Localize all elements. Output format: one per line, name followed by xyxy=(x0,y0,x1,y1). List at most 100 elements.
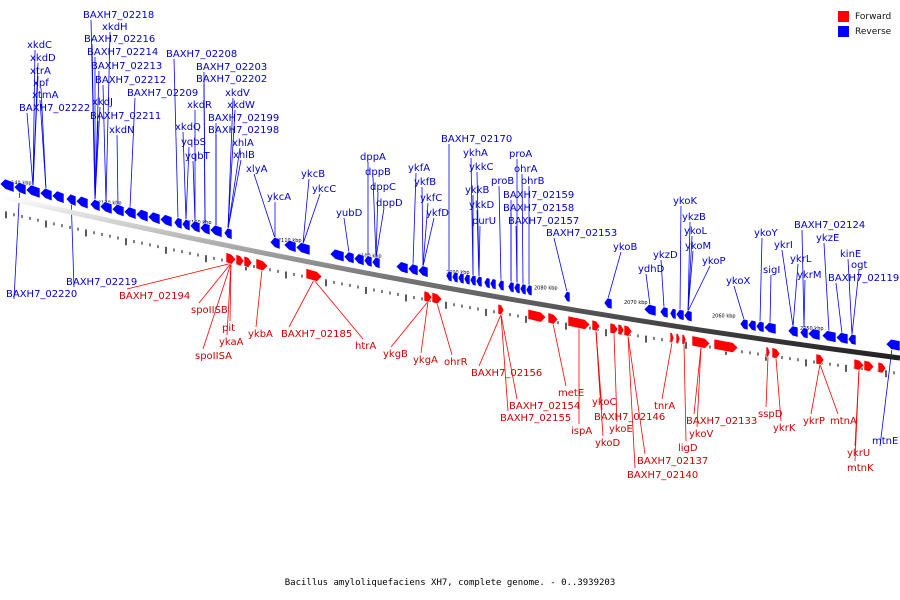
leader-line-ohrr xyxy=(436,303,453,356)
gene-label-baxh7-02199: BAXH7_02199 xyxy=(208,113,279,124)
gene-label-sigi: sigI xyxy=(763,265,780,276)
gene-label-ykfc: ykfC xyxy=(420,193,442,204)
gene-label-ykoc: ykoC xyxy=(592,397,616,408)
gene-label-xkdw: xkdW xyxy=(227,100,255,111)
leader-line-ykfb xyxy=(421,186,424,267)
leader-line-ykcc xyxy=(302,193,321,244)
reverse-gene-arrow xyxy=(181,218,191,232)
leader-line-ykom xyxy=(687,250,694,312)
leader-line-ykzb xyxy=(687,221,691,312)
reverse-gene-arrow xyxy=(75,195,89,210)
scale-label: 2070 kbp xyxy=(624,300,648,306)
forward-label: Forward xyxy=(855,11,892,22)
gene-label-ykrl: ykrL xyxy=(790,254,812,265)
forward-gene-arrow xyxy=(225,251,237,265)
gene-label-baxh7-02157: BAXH7_02157 xyxy=(508,216,579,227)
gene-label-dppa: dppA xyxy=(360,152,386,163)
forward-gene-arrow xyxy=(243,255,253,268)
reverse-gene-arrow xyxy=(513,282,521,295)
gene-label-baxh7-02158: BAXH7_02158 xyxy=(503,203,574,214)
gene-label-ykoy: ykoY xyxy=(754,228,778,239)
reverse-gene-arrow xyxy=(371,256,381,270)
gene-label-baxh7-02124: BAXH7_02124 xyxy=(794,220,865,231)
reverse-gene-arrow xyxy=(519,283,527,296)
forward-gene-arrow xyxy=(567,315,591,330)
gene-label-baxh7-02170: BAXH7_02170 xyxy=(441,134,512,145)
reverse-gene-arrow xyxy=(417,265,429,278)
gene-label-spoiisa: spoIISA xyxy=(195,351,232,362)
forward-gene-arrow xyxy=(255,258,269,272)
reverse-label: Reverse xyxy=(855,26,892,37)
gene-label-baxh7-02222: BAXH7_02222 xyxy=(19,103,90,114)
gene-label-xkdd: xkdD xyxy=(30,53,56,64)
leader-line-ykrl xyxy=(792,263,799,327)
gene-label-mtna: mtnA xyxy=(830,416,857,427)
leader-line-ykfd xyxy=(422,217,435,267)
gene-label-ykov: ykoV xyxy=(689,429,713,440)
leader-line-ogt xyxy=(851,269,860,335)
leader-line-puru xyxy=(478,225,481,277)
gene-label-sspd: sspD xyxy=(758,409,783,420)
reverse-leader-lines xyxy=(13,19,894,447)
leader-line-yubd xyxy=(343,217,350,253)
leader-line-xkdc xyxy=(32,49,36,187)
gene-label-xkdj: xkdJ xyxy=(92,97,113,108)
leader-line-xkdq xyxy=(182,131,187,221)
leader-line-xkdn xyxy=(116,134,119,206)
gene-label-xkdc: xkdC xyxy=(27,40,52,51)
reverse-gene-arrow xyxy=(407,263,419,277)
leader-line-baxh7-02157 xyxy=(515,225,518,284)
gene-label-ohrr: ohrR xyxy=(444,357,468,368)
leader-line-spoiisa xyxy=(202,263,232,350)
leader-line-ykoy xyxy=(759,237,763,322)
gene-label-baxh7-02185: BAXH7_02185 xyxy=(281,329,352,340)
leader-line-xkdw xyxy=(227,109,236,229)
forward-gene-arrow xyxy=(547,312,559,325)
gene-label-dppb: dppB xyxy=(365,167,391,178)
leader-line-tnra xyxy=(661,342,673,400)
gene-label-ykgb: ykgB xyxy=(383,349,408,360)
leader-line-ykri xyxy=(781,249,794,327)
leader-line-baxh7-02124 xyxy=(801,229,805,329)
reverse-gene-arrow xyxy=(123,206,137,220)
gene-label-baxh7-02156: BAXH7_02156 xyxy=(471,368,542,379)
gene-label-ykba: ykbA xyxy=(248,329,273,340)
leader-line-sigi xyxy=(769,274,772,324)
reverse-swatch xyxy=(838,26,849,37)
scale-label: 2060 kbp xyxy=(712,314,736,320)
leader-line-mtna xyxy=(819,364,839,415)
reverse-gene-arrow xyxy=(39,187,53,202)
forward-gene-arrow xyxy=(675,332,681,345)
gene-label-baxh7-02133: BAXH7_02133 xyxy=(686,416,757,427)
gene-label-baxh7-02119: BAXH7_02119 xyxy=(828,273,899,284)
gene-label-pit: pit xyxy=(222,323,235,334)
reverse-gene-arrow xyxy=(483,277,491,290)
reverse-gene-arrow xyxy=(659,306,669,319)
forward-gene-arrow xyxy=(431,291,443,305)
reverse-gene-arrow xyxy=(147,211,161,225)
leader-line-ykfa xyxy=(412,172,417,265)
leader-line-baxh7-02209 xyxy=(129,97,136,209)
reverse-gene-arrow xyxy=(353,253,365,267)
gene-label-baxh7-02213: BAXH7_02213 xyxy=(91,61,162,72)
scale-label: 2080 kbp xyxy=(534,285,558,291)
gene-label-ykzd: ykzD xyxy=(653,250,678,261)
leader-line-ykba xyxy=(255,269,263,328)
reverse-gene-arrow xyxy=(885,338,900,352)
gene-label-xhla: xhlA xyxy=(232,138,254,149)
leader-line-ykob xyxy=(607,251,622,299)
leader-line-baxh7-02185 xyxy=(288,279,315,328)
gene-label-xhlb: xhlB xyxy=(233,150,255,161)
gene-label-yubd: yubD xyxy=(336,208,363,219)
reverse-gene-arrow xyxy=(343,251,355,265)
reverse-gene-arrow xyxy=(395,261,409,275)
leader-line-xhla xyxy=(227,147,241,229)
forward-gene-features xyxy=(225,251,887,374)
gene-label-kine: kinE xyxy=(840,249,861,260)
forward-gene-arrow xyxy=(815,353,825,366)
legend-reverse: Reverse xyxy=(838,24,891,39)
leader-line-ykoe xyxy=(613,333,618,423)
forward-gene-arrow xyxy=(853,358,865,371)
leader-line-yqbs xyxy=(185,146,190,221)
gene-label-dppd: dppD xyxy=(376,198,403,209)
